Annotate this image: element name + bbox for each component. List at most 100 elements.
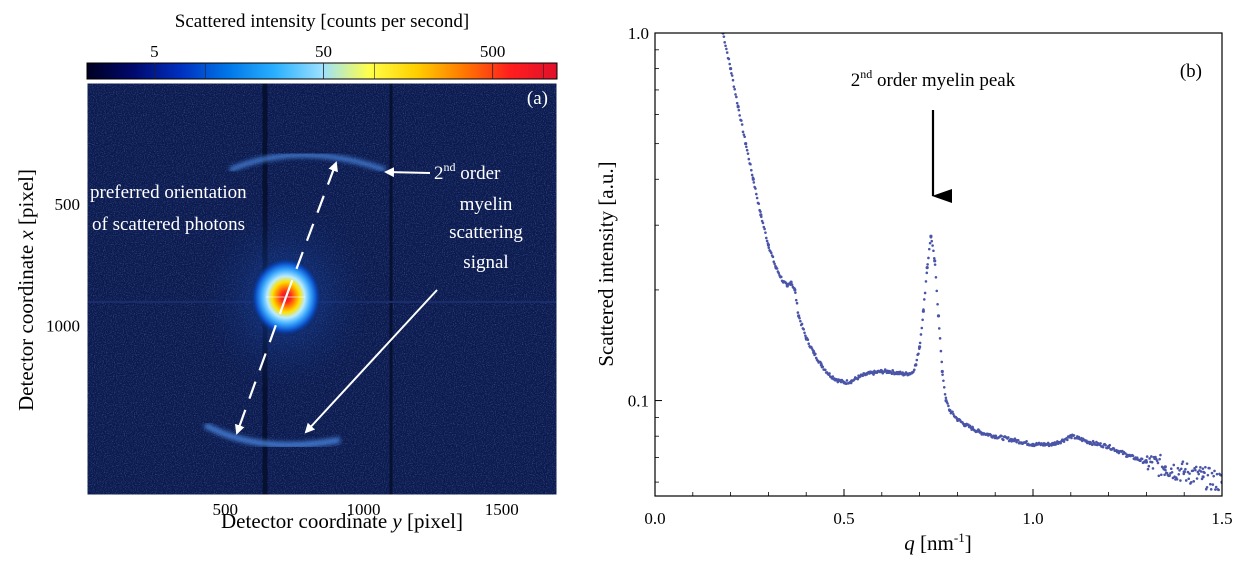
data-point	[736, 104, 740, 108]
data-point	[1176, 466, 1180, 470]
data-point	[1188, 472, 1191, 475]
data-point	[728, 62, 731, 66]
data-point	[1148, 457, 1151, 460]
data-point	[1140, 457, 1144, 461]
data-point	[849, 381, 853, 385]
data-point	[1186, 470, 1190, 474]
data-point	[755, 196, 759, 200]
data-point	[1206, 473, 1210, 477]
data-point	[750, 173, 754, 177]
data-point	[1182, 472, 1186, 476]
data-point	[918, 341, 922, 345]
data-point	[824, 368, 827, 372]
data-point	[777, 271, 781, 275]
data-point	[821, 365, 825, 369]
myelin-arrow-upper	[384, 167, 431, 178]
data-point	[939, 349, 943, 353]
data-point	[1104, 443, 1107, 447]
x-tick-label: 1000	[346, 500, 380, 519]
orientation-arrow-up	[284, 161, 338, 298]
data-point	[1107, 446, 1111, 449]
data-point	[940, 369, 944, 374]
data-point	[941, 373, 944, 376]
data-point	[814, 352, 817, 356]
data-point	[928, 241, 932, 245]
data-point	[729, 67, 732, 70]
data-point	[769, 251, 773, 255]
data-point	[1181, 460, 1185, 463]
data-point	[1124, 452, 1127, 455]
data-point	[764, 236, 768, 240]
data-point	[1204, 465, 1207, 469]
data-point	[1006, 436, 1010, 439]
data-point	[746, 152, 750, 155]
data-point	[1001, 438, 1005, 442]
data-point	[937, 314, 940, 318]
data-point	[751, 176, 755, 179]
data-point	[749, 162, 752, 166]
data-point	[803, 331, 806, 335]
panel-a-x-axis-label-variable: y	[390, 509, 402, 533]
data-point	[745, 148, 749, 152]
panel-b-x-axis-exponent: -1	[954, 530, 965, 545]
panel-a-x-axis-label: Detector coordinate y [pixel]	[221, 509, 463, 533]
x-tick-label: 1500	[485, 500, 519, 519]
peak-annotation-text: order myelin peak	[872, 70, 1015, 91]
data-point	[901, 371, 904, 374]
data-point	[804, 334, 807, 337]
orientation-arrow-down	[235, 296, 288, 435]
data-point	[741, 130, 745, 134]
myelin-label-order: order	[456, 163, 502, 184]
myelin-ring-lower	[203, 422, 341, 448]
data-point	[936, 302, 939, 306]
data-point	[750, 168, 753, 172]
data-point	[752, 181, 756, 184]
data-point	[774, 264, 777, 268]
data-point	[798, 316, 801, 320]
panel-b-label: (b)	[1180, 61, 1202, 82]
x-tick-label: 1.5	[1211, 509, 1232, 528]
data-point	[932, 249, 935, 253]
data-point	[872, 373, 875, 376]
data-point	[1196, 470, 1200, 474]
data-point	[1192, 480, 1196, 483]
panel-a-x-axis-label-unit: [pixel]	[402, 509, 463, 533]
data-point	[759, 215, 763, 219]
data-point	[1172, 463, 1176, 467]
data-point	[725, 47, 728, 51]
data-point	[1214, 488, 1217, 491]
data-point	[951, 410, 954, 414]
plot-frame	[654, 32, 1223, 497]
peak-annotation-number: 2	[851, 70, 861, 91]
data-point	[767, 246, 771, 250]
data-point	[1150, 460, 1154, 464]
data-point	[1187, 477, 1191, 481]
panel-a-y-axis-label: Detector coordinate x [pixel]	[14, 169, 38, 411]
data-point	[1072, 434, 1076, 437]
data-point	[1211, 483, 1215, 486]
data-point	[1180, 462, 1184, 466]
data-point	[942, 379, 945, 383]
data-point	[831, 375, 835, 378]
data-point	[757, 202, 761, 205]
data-point	[919, 333, 923, 336]
data-point	[794, 291, 797, 294]
data-point	[915, 358, 919, 362]
data-point	[1016, 439, 1020, 442]
data-point	[1217, 488, 1220, 492]
data-point	[1201, 467, 1205, 470]
data-point	[917, 352, 920, 356]
data-point	[732, 85, 736, 88]
data-point	[1000, 434, 1003, 438]
data-point	[772, 260, 776, 264]
data-point	[1146, 467, 1150, 471]
y-tick-label: 0.1	[628, 392, 649, 411]
data-point	[856, 377, 860, 381]
data-point	[1199, 466, 1202, 469]
data-point	[796, 311, 800, 314]
data-point	[955, 416, 959, 420]
myelin-ring-upper	[229, 152, 386, 173]
data-point	[734, 93, 737, 96]
data-points	[721, 33, 1222, 492]
data-point	[807, 342, 810, 346]
